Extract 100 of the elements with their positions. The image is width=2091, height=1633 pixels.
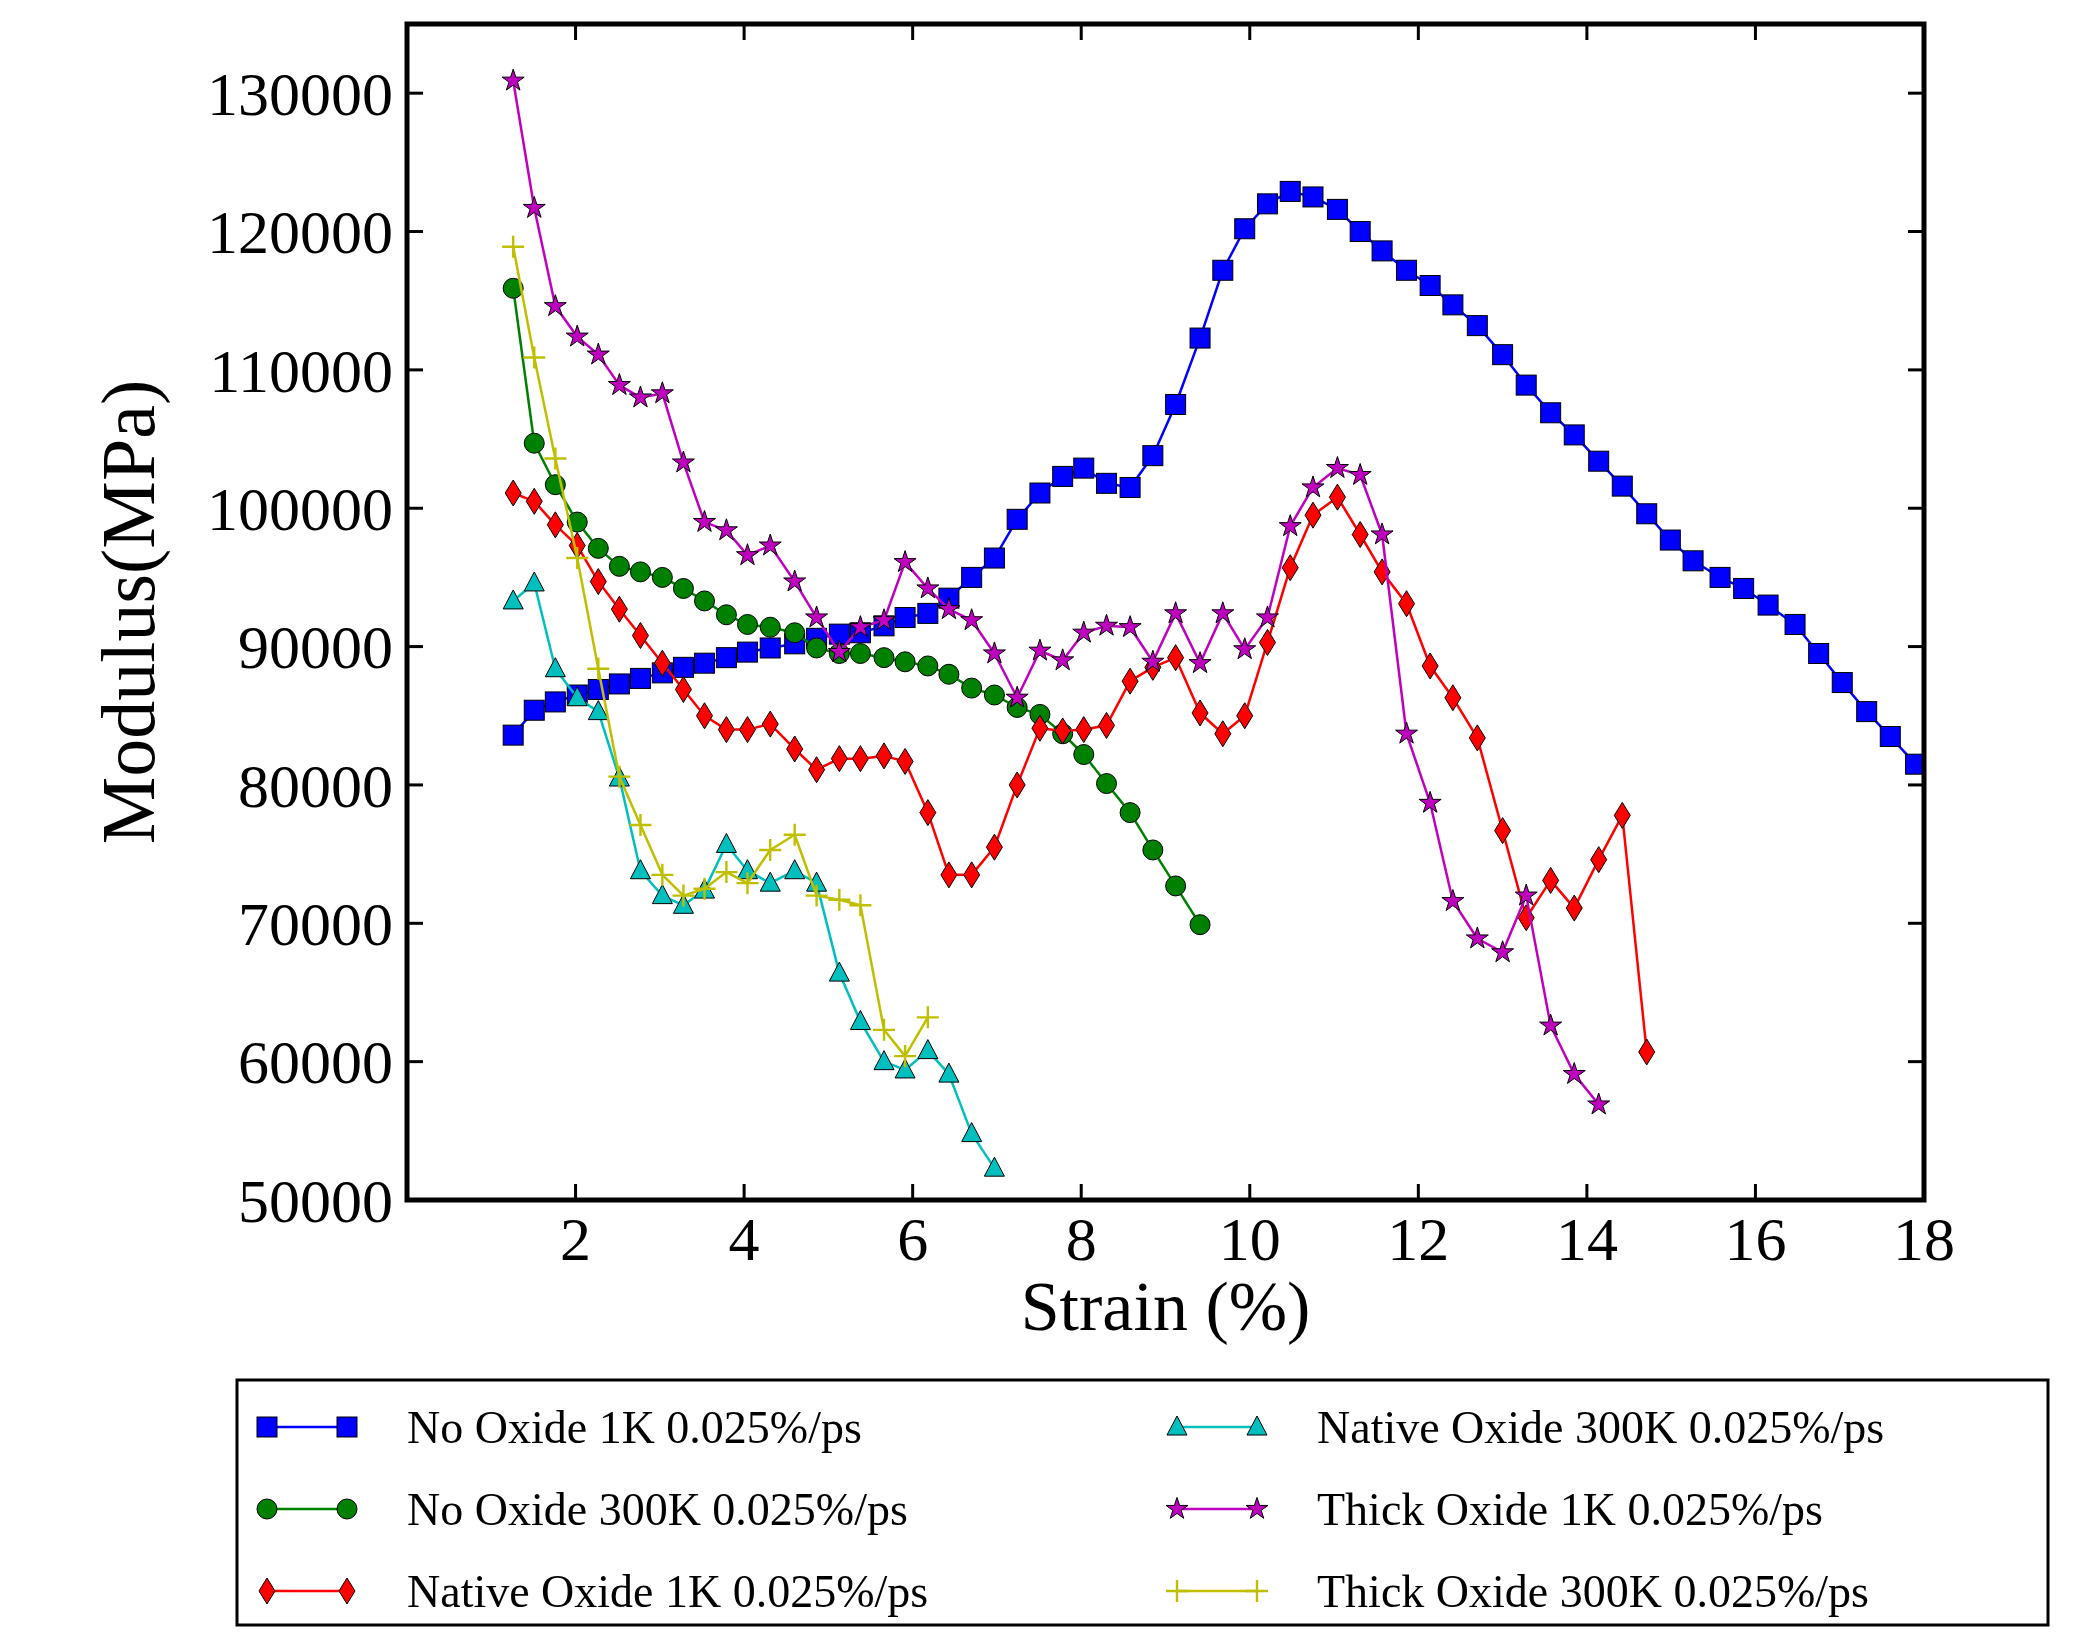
point [960,608,984,631]
point [672,884,695,907]
point [1141,649,1165,672]
point [916,576,940,599]
point [735,543,759,566]
point [1370,522,1394,545]
point [937,597,961,620]
point [1441,889,1465,912]
x-tick-label: 2 [560,1205,592,1273]
point [783,569,807,592]
point [1301,475,1325,498]
point [758,533,782,556]
legend-label: Native Oxide 1K 0.025%/ps [407,1566,929,1618]
point [1165,875,1187,897]
point [651,566,673,588]
y-tick-label: 70000 [238,889,393,958]
point [894,651,916,673]
point [759,871,781,892]
point [1278,514,1302,537]
point [1348,462,1372,485]
point [1395,721,1419,744]
point [1095,613,1118,636]
point [1188,651,1212,674]
point [916,1006,939,1029]
point [544,447,567,470]
y-tick-label: 50000 [238,1166,393,1235]
point [607,373,631,395]
point [502,277,524,299]
point [849,643,871,665]
point [523,346,546,369]
point [586,342,610,365]
point [629,814,652,837]
point [1465,926,1489,949]
point [587,700,609,721]
y-axis-title: Modulus(MPa) [85,379,171,845]
legend-label: Thick Oxide 300K 0.025%/ps [1317,1566,1869,1618]
point [873,647,895,669]
point [1255,605,1279,628]
point [523,432,545,454]
point [983,1156,1005,1177]
point [693,510,716,532]
point [587,537,609,559]
point [608,555,630,577]
point [651,884,673,905]
point [938,1062,960,1083]
point [714,518,738,541]
point [1514,883,1538,906]
point [1189,914,1211,936]
point [694,590,715,612]
point [806,637,828,659]
point [566,511,588,533]
point [672,577,694,599]
point [938,663,960,685]
point [629,859,651,880]
legend-label: Thick Oxide 1K 0.025%/ps [1317,1484,1823,1536]
point [1073,744,1095,765]
point [651,863,674,886]
point [1072,620,1096,643]
point [629,561,651,583]
x-tick-label: 12 [1387,1205,1450,1273]
point [805,884,828,907]
x-tick-label: 6 [897,1205,929,1273]
y-tick-label: 80000 [238,751,393,820]
point [1096,773,1118,795]
point [805,605,829,628]
point [917,655,939,677]
point [1562,1062,1586,1084]
point [715,832,737,853]
point [961,1122,983,1143]
point [715,604,737,626]
legend-label: No Oxide 1K 0.025%/ps [407,1402,862,1454]
point [983,684,1005,706]
x-tick-label: 16 [1724,1205,1787,1273]
y-tick-label: 120000 [207,198,393,267]
point [982,641,1006,664]
point [587,657,610,680]
point [543,294,567,317]
point [1164,601,1188,624]
point [501,68,525,91]
point [523,571,545,592]
y-tick-label: 100000 [207,474,393,543]
point [849,894,872,917]
point [650,381,674,404]
point [1028,638,1052,661]
x-tick-label: 4 [728,1205,760,1273]
point [784,622,806,644]
point [502,589,524,610]
point [1325,456,1349,478]
point [849,1010,871,1031]
point [628,385,652,408]
point [1587,1092,1611,1115]
point [1118,615,1142,638]
point [1539,1013,1563,1036]
point [1418,790,1442,813]
legend-label: No Oxide 300K 0.025%/ps [407,1484,908,1536]
point [736,613,758,635]
point [872,608,896,631]
legend-label: Native Oxide 300K 0.025%/ps [1317,1402,1885,1454]
point [522,195,546,218]
point [759,616,781,638]
